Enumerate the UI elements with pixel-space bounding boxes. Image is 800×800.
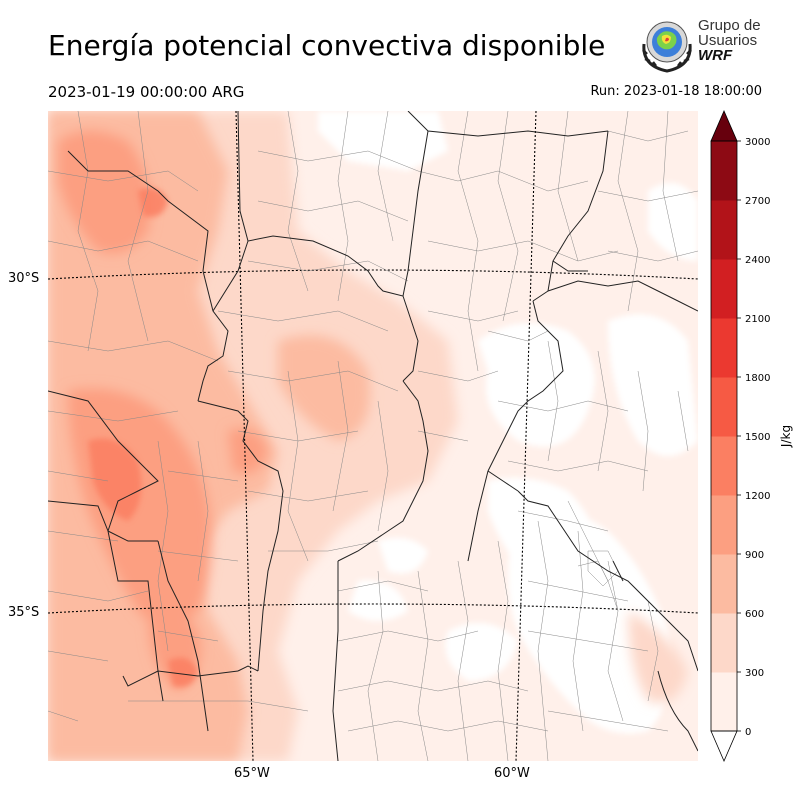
- logo-line2: Usuarios: [698, 32, 758, 49]
- colorbar-tick-label: 0: [745, 727, 751, 738]
- colorbar-extend-min: [710, 730, 738, 763]
- colorbar-tick-label: 2400: [745, 255, 770, 266]
- colorbar-tick-label: 600: [745, 609, 764, 620]
- colorbar-band-2: [711, 554, 737, 614]
- colorbar-band-7: [711, 259, 737, 319]
- department-boundaries: [48, 111, 698, 761]
- colorbar-band-3: [711, 495, 737, 555]
- colorbar-extend-max: [710, 109, 738, 142]
- lon-label-60w: 60°W: [494, 766, 530, 781]
- colorbar-band-1: [711, 613, 737, 673]
- lon-label-65w: 65°W: [234, 766, 270, 781]
- colorbar: 0 300 600 900 1200 1500 1800 2100 2400 2700 3000 J/…: [700, 100, 800, 770]
- province-boundaries: [48, 111, 698, 761]
- colorbar-tick-label: 2700: [745, 196, 770, 207]
- colorbar-band-0: [711, 672, 737, 732]
- cape-map: [48, 111, 698, 761]
- lat-label-30s: 30°S: [8, 271, 40, 286]
- globe-emblem-icon: [642, 21, 692, 73]
- colorbar-tick-label: 1500: [745, 432, 770, 443]
- map-canvas: [48, 111, 698, 761]
- colorbar-unit-label: J/kg: [779, 425, 793, 448]
- lat-label-35s: 35°S: [8, 605, 40, 620]
- colorbar-band-8: [711, 200, 737, 260]
- colorbar-tick-label: 2100: [745, 314, 770, 325]
- colorbar-tick-label: 3000: [745, 137, 770, 148]
- wrf-users-logo: Grupo de Usuarios WRF: [638, 14, 778, 74]
- logo-text: Grupo de Usuarios WRF: [698, 18, 761, 63]
- run-time: Run: 2023-01-18 18:00:00: [590, 84, 762, 99]
- colorbar-band-5: [711, 377, 737, 437]
- logo-line3: WRF: [698, 47, 733, 64]
- logo-line1: Grupo de: [698, 17, 761, 34]
- chart-title: Energía potencial convectiva disponible: [48, 29, 606, 62]
- colorbar-tick-label: 1200: [745, 491, 770, 502]
- colorbar-tick-label: 900: [745, 550, 764, 561]
- valid-time: 2023-01-19 00:00:00 ARG: [48, 83, 245, 101]
- colorbar-tick-label: 1800: [745, 373, 770, 384]
- colorbar-tick-label: 300: [745, 668, 764, 679]
- colorbar-svg: 0 300 600 900 1200 1500 1800 2100 2400 2700 3000 J/…: [710, 109, 793, 763]
- colorbar-band-4: [711, 436, 737, 496]
- colorbar-band-9: [711, 141, 737, 201]
- colorbar-band-6: [711, 318, 737, 378]
- cape-shading: [48, 111, 698, 761]
